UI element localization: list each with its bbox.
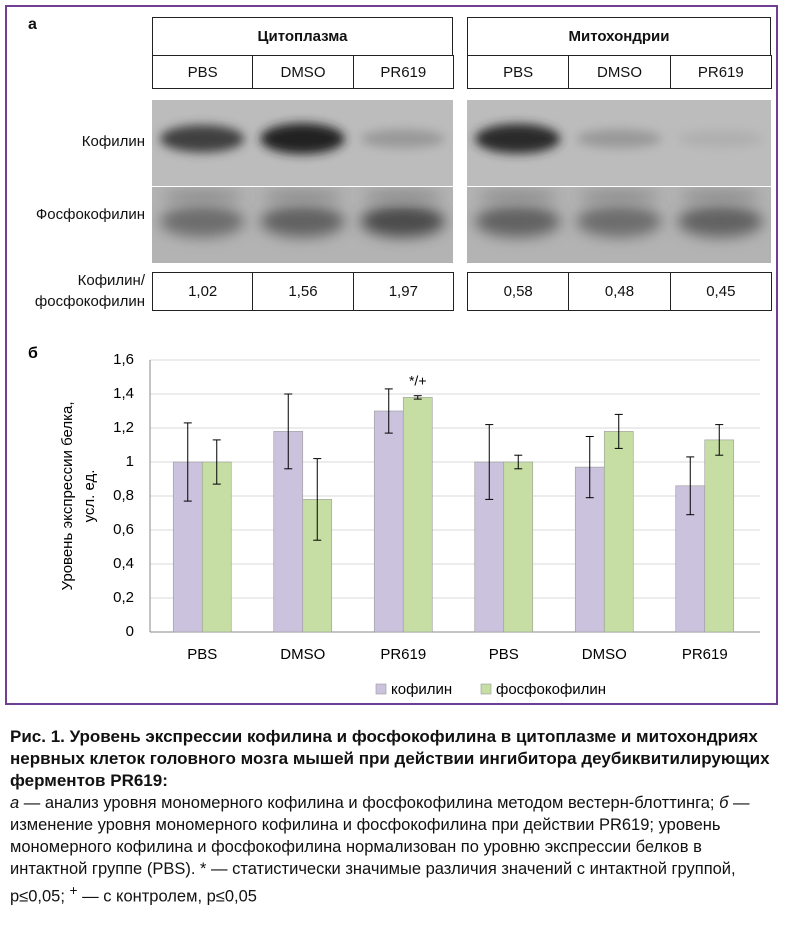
blot <box>467 187 771 263</box>
lane-label: PBS <box>152 55 254 89</box>
lane-label: DMSO <box>568 55 671 89</box>
y-tick-label: 1 <box>126 453 134 470</box>
caption-body: а — анализ уровня мономерного кофилина и… <box>10 792 775 908</box>
error-bar <box>384 388 393 434</box>
error-bar <box>284 393 293 470</box>
blot <box>152 187 453 263</box>
ratio-label: Кофилин/ <box>77 272 145 289</box>
caption-part: а <box>10 794 20 812</box>
lane-label: PR619 <box>352 55 454 89</box>
bar <box>273 431 304 633</box>
error-bar <box>485 424 494 500</box>
caption: Рис. 1. Уровень экспрессии кофилина и фо… <box>10 726 775 908</box>
caption-part: — с контролем, р≤0,05 <box>77 887 257 906</box>
error-bar <box>183 422 192 502</box>
caption-part: — изменение уровня мономерного кофилина … <box>10 794 750 906</box>
legend-label: кофилин <box>391 681 452 698</box>
legend-swatch <box>375 683 387 695</box>
row-label: Кофилин <box>81 133 145 150</box>
caption-part: + <box>69 883 78 898</box>
bar <box>603 431 634 633</box>
y-tick-label: 1,4 <box>113 385 134 402</box>
error-bar <box>212 439 221 485</box>
group-header: Митохондрии <box>467 17 771 56</box>
y-axis-label: Уровень экспрессии белка, усл. ед. <box>59 402 98 591</box>
y-tick-label: 0,2 <box>113 589 134 606</box>
x-tick-label: PBS <box>187 646 217 663</box>
bar <box>373 410 404 633</box>
panel-a: а Цитоплазма PBS 1,02 DMSO 1,56 PR619 1,97 Митох… <box>0 0 785 320</box>
blot <box>467 100 771 186</box>
panel-label: а <box>28 16 37 33</box>
error-bar <box>514 454 523 470</box>
y-tick-label: 1,6 <box>113 351 134 368</box>
x-tick-label: PBS <box>489 646 519 663</box>
legend-label: фосфокофилин <box>496 681 606 698</box>
figure-frame <box>5 5 778 705</box>
bar <box>402 397 433 633</box>
error-bar <box>715 424 724 456</box>
lane-label: PR619 <box>669 55 772 89</box>
ratio-value: 1,56 <box>252 272 354 311</box>
panel-label: б <box>28 345 38 362</box>
y-tick-label: 0,8 <box>113 487 134 504</box>
error-bar <box>313 458 322 541</box>
y-tick-label: 0,4 <box>113 555 134 572</box>
y-tick-label: 0 <box>126 623 134 640</box>
lane-label: DMSO <box>252 55 354 89</box>
error-bar <box>413 395 422 400</box>
bar <box>503 461 534 633</box>
ratio-label: фосфокофилин <box>34 293 145 310</box>
error-bar <box>614 413 623 449</box>
annotation: */+ <box>409 372 427 388</box>
y-axis-label-line: усл. ед. <box>81 470 98 523</box>
error-bar <box>585 436 594 499</box>
bar <box>201 461 232 633</box>
y-tick-label: 1,2 <box>113 419 134 436</box>
x-tick-label: PR619 <box>682 646 728 663</box>
ratio-value: 0,58 <box>467 272 570 311</box>
blot <box>152 100 453 186</box>
legend-swatch <box>480 683 492 695</box>
caption-part: б <box>719 794 729 812</box>
error-bar <box>686 456 695 516</box>
row-label: Фосфокофилин <box>35 206 145 223</box>
ratio-value: 1,97 <box>352 272 454 311</box>
caption-title: Рис. 1. Уровень экспрессии кофилина и фо… <box>10 727 770 790</box>
ratio-value: 0,45 <box>669 272 772 311</box>
x-tick-label: DMSO <box>280 646 325 663</box>
y-axis-label-line: Уровень экспрессии белка, <box>59 402 76 591</box>
bar <box>704 439 735 633</box>
y-tick-label: 0,6 <box>113 521 134 538</box>
ratio-value: 0,48 <box>568 272 671 311</box>
ratio-value: 1,02 <box>152 272 254 311</box>
caption-part: — анализ уровня мономерного кофилина и ф… <box>19 794 720 812</box>
x-tick-label: DMSO <box>582 646 627 663</box>
lane-label: PBS <box>467 55 570 89</box>
x-tick-label: PR619 <box>380 646 426 663</box>
chart: б 0 0,2 0,4 0,6 0,8 1 1,2 1,4 1,6 Уровень экспресс… <box>28 345 760 698</box>
group-header: Цитоплазма <box>152 17 453 56</box>
